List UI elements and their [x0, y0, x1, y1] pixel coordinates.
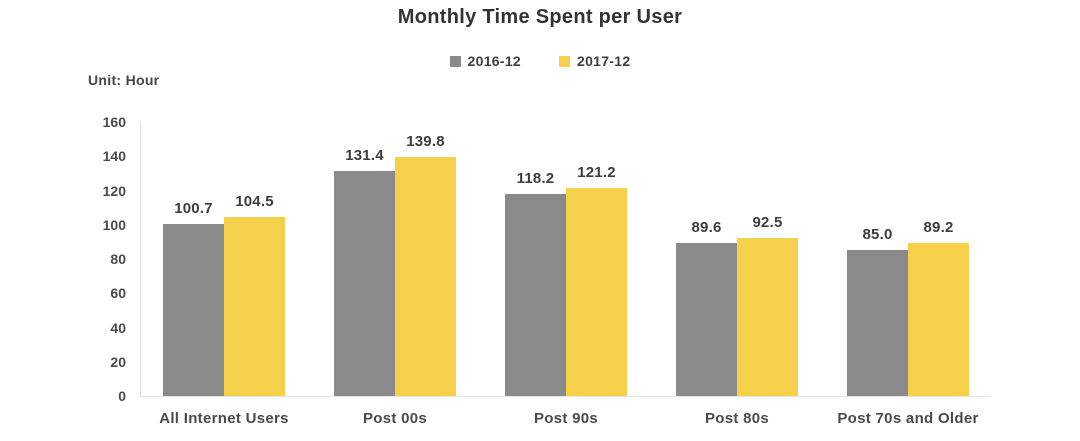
- legend-swatch-icon: [559, 55, 570, 67]
- bar-2017-12: [395, 156, 456, 396]
- bar-value-label: 100.7: [174, 199, 213, 217]
- x-axis-label: Post 70s and Older: [837, 410, 979, 427]
- legend-label: 2016-12: [467, 53, 521, 69]
- y-axis-line: [140, 122, 141, 396]
- y-axis-tick-label: 60: [110, 285, 126, 302]
- bar-value-label: 118.2: [516, 169, 555, 187]
- x-axis-label: Post 00s: [362, 410, 428, 427]
- x-axis-label: Post 80s: [704, 410, 770, 427]
- x-axis-label: Post 90s: [533, 410, 599, 427]
- bar-value-label: 85.0: [862, 226, 893, 244]
- x-axis-label: All Internet Users: [159, 410, 289, 427]
- chart-title: Monthly Time Spent per User: [397, 6, 683, 28]
- y-axis-tick-label: 0: [118, 388, 126, 404]
- y-axis-tick-label: 20: [110, 353, 126, 370]
- bar-2016-12: [676, 242, 737, 396]
- legend-swatch-icon: [449, 55, 461, 67]
- bar-2016-12: [505, 193, 566, 396]
- bar-2016-12: [334, 170, 395, 396]
- y-axis-tick-label: 120: [102, 182, 126, 199]
- legend-item: 2017-12: [559, 53, 630, 69]
- y-axis-tick-label: 40: [110, 319, 126, 336]
- bar-value-label: 131.4: [345, 146, 384, 164]
- y-axis-tick-label: 80: [110, 251, 126, 267]
- x-axis-line: [140, 396, 990, 397]
- y-axis-tick-label: 100: [102, 216, 126, 233]
- bar-value-label: 139.8: [406, 132, 445, 150]
- bar-value-label: 104.5: [235, 193, 274, 211]
- y-axis-tick-label: 140: [102, 148, 126, 165]
- bar-2017-12: [566, 188, 627, 396]
- bar-value-label: 89.6: [691, 218, 722, 236]
- legend-label: 2017-12: [577, 53, 631, 69]
- bar-2017-12: [224, 217, 285, 396]
- plot-area: 100.7 104.5 All Internet Users 131.4 139.8 Po…: [140, 122, 990, 427]
- bar-value-label: 121.2: [577, 164, 616, 182]
- legend-item: 2016-12: [449, 53, 521, 69]
- bar-2017-12: [737, 237, 798, 396]
- bar-value-label: 89.2: [923, 219, 954, 237]
- bar-2016-12: [163, 223, 224, 396]
- bar-2017-12: [908, 243, 969, 396]
- bar-2016-12: [847, 250, 908, 396]
- y-axis-tick-label: 160: [102, 114, 126, 130]
- chart-legend: 2016-12 2017-12: [0, 53, 1080, 69]
- unit-label: Unit: Hour: [88, 72, 160, 88]
- bar-value-label: 92.5: [752, 213, 783, 231]
